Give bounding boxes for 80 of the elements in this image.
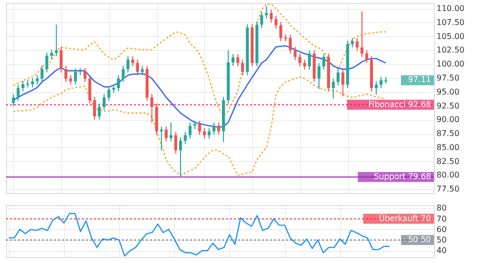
ref-line-label: 50 50	[408, 235, 431, 244]
candlestick	[150, 94, 154, 123]
candlestick	[69, 74, 72, 86]
candlestick	[50, 49, 54, 60]
candlestick	[164, 126, 168, 142]
candlestick	[102, 94, 106, 111]
candlestick	[93, 96, 96, 120]
y-tick-label: 105.00	[436, 32, 464, 41]
y-tick-label: 102.50	[436, 46, 464, 55]
candlestick	[12, 94, 15, 107]
candlestick	[294, 46, 297, 61]
candlestick	[360, 10, 364, 58]
y-tick-label: 85.00	[436, 142, 460, 152]
candlestick	[217, 122, 220, 136]
candlestick	[264, 6, 268, 20]
y-tick-label: 50	[436, 236, 447, 245]
y-tick-label: 80	[436, 204, 447, 213]
candlestick	[116, 74, 120, 92]
y-tick-label: 70	[436, 214, 447, 224]
candlestick	[64, 65, 68, 82]
candlestick	[241, 59, 244, 76]
ref-line-label: Support 79.68	[374, 172, 431, 181]
text: 97.11	[408, 75, 431, 84]
candlestick	[318, 62, 320, 90]
y-tick-label: 87.50	[436, 129, 460, 138]
candlestick	[54, 24, 58, 57]
candlestick	[236, 54, 240, 67]
y-tick-label: 107.50	[436, 18, 464, 27]
y-tick-label: 90.00	[436, 115, 460, 124]
y-tick-label: 92.50	[436, 101, 460, 110]
candlestick	[374, 80, 378, 96]
candlestick	[131, 56, 134, 67]
candlestick	[31, 78, 34, 88]
candlestick	[179, 136, 182, 178]
y-tick-label: 97.50	[436, 74, 460, 82]
candlestick	[184, 131, 187, 145]
y-tick-label: 110.00	[436, 4, 464, 14]
y-tick-label: 100.00	[436, 60, 464, 69]
y-tick-label: 60	[436, 224, 447, 234]
candlestick	[356, 38, 359, 52]
y-tick-label: 82.50	[436, 156, 460, 166]
candlestick	[60, 46, 63, 73]
candlestick	[122, 65, 125, 82]
candlestick	[188, 122, 192, 140]
candlestick	[45, 52, 48, 73]
candlestick	[40, 65, 44, 82]
candlestick	[274, 15, 278, 30]
candlestick	[88, 74, 92, 104]
ref-line-label: Fibonacci 92.68	[368, 100, 431, 109]
candlestick	[308, 50, 311, 70]
candlestick	[160, 126, 163, 151]
candlestick	[202, 128, 206, 140]
candlestick	[198, 120, 202, 136]
candlestick	[336, 68, 340, 86]
candlestick	[332, 78, 335, 100]
candlestick	[208, 128, 211, 140]
y-tick-label: 95.00	[436, 87, 460, 96]
y-tick-label: 80.00	[436, 170, 460, 180]
candlestick	[16, 84, 20, 102]
candlestick	[288, 34, 292, 54]
candlestick	[341, 68, 344, 97]
candlestick	[350, 38, 354, 48]
candlestick	[107, 86, 110, 102]
candlestick	[303, 59, 306, 70]
candlestick	[260, 11, 264, 28]
y-tick-label: 77.50	[436, 184, 460, 194]
candlestick	[36, 74, 39, 86]
candlestick	[380, 76, 383, 88]
candlestick	[74, 68, 77, 86]
candlestick	[126, 56, 130, 73]
candlestick	[298, 53, 302, 67]
candlestick	[140, 65, 144, 76]
candlestick	[98, 103, 101, 120]
candlestick	[232, 54, 234, 66]
candlestick	[84, 68, 86, 82]
candlestick	[136, 59, 139, 76]
candlestick	[169, 122, 172, 142]
ref-line-label: Überkauft 70	[378, 212, 431, 223]
y-tick-label: 40	[436, 246, 447, 256]
candlestick	[212, 122, 216, 136]
